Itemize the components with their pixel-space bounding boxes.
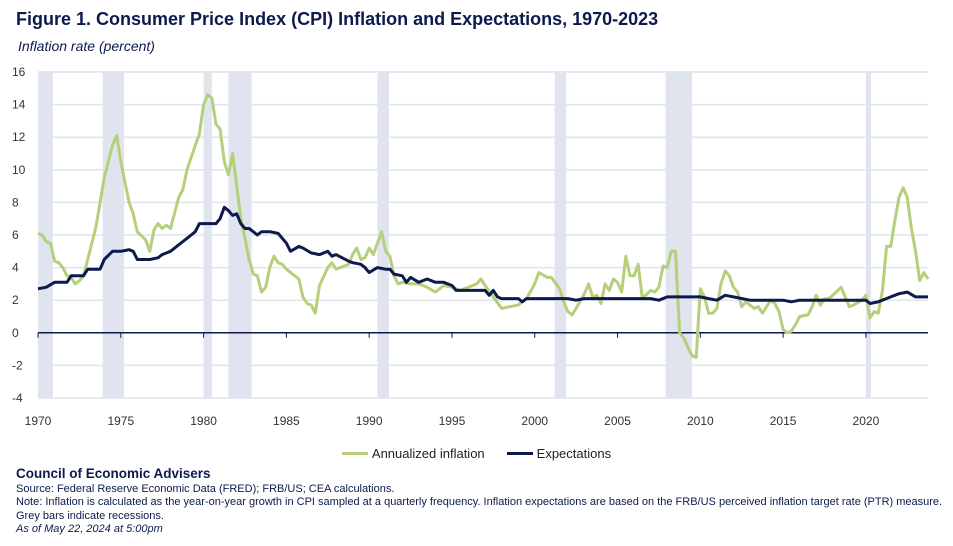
legend-item-inflation: Annualized inflation: [341, 446, 485, 461]
legend: Annualized inflation Expectations: [0, 446, 953, 461]
x-tick-label: 2015: [770, 414, 797, 428]
legend-item-expectations: Expectations: [506, 446, 612, 461]
y-axis-label: Inflation rate (percent): [18, 38, 155, 54]
chart-plot: -4 -2 0 2 4 6 8 10 12 14 16 1970 1975 1980 1985 1990 199…: [12, 65, 930, 428]
y-tick-label: -4: [12, 391, 23, 405]
y-tick-label: 16: [12, 65, 26, 79]
recession-note: Grey bars indicate recessions.: [16, 509, 164, 522]
x-tick-label: 1980: [190, 414, 217, 428]
y-tick-label: 12: [12, 130, 26, 144]
chart-title: Figure 1. Consumer Price Index (CPI) Inf…: [16, 9, 659, 29]
y-tick-label: 2: [12, 293, 19, 307]
y-tick-label: 10: [12, 163, 26, 177]
x-tick-label: 2005: [604, 414, 631, 428]
x-tick-label: 2010: [687, 414, 714, 428]
x-tick-label: 2000: [521, 414, 548, 428]
org-name: Council of Economic Advisers: [16, 466, 211, 481]
y-tick-label: 4: [12, 261, 19, 275]
footer: Council of Economic Advisers Source: Fed…: [16, 467, 942, 537]
x-tick-label: 1970: [25, 414, 52, 428]
y-tick-label: 0: [12, 326, 19, 340]
y-tick-label: -2: [12, 358, 23, 372]
source-note: Source: Federal Reserve Economic Data (F…: [16, 482, 395, 495]
legend-swatch-inflation: [341, 452, 368, 455]
x-tick-label: 2020: [853, 414, 880, 428]
legend-label-expectations: Expectations: [536, 446, 612, 461]
x-tick-label: 1995: [439, 414, 466, 428]
y-tick-label: 8: [12, 195, 19, 209]
legend-label-inflation: Annualized inflation: [371, 446, 485, 461]
y-tick-label: 6: [12, 228, 19, 242]
legend-swatch-expectations: [506, 452, 533, 455]
x-tick-label: 1985: [273, 414, 300, 428]
x-tick-label: 1975: [107, 414, 134, 428]
as-of-date: As of May 22, 2024 at 5:00pm: [16, 523, 163, 536]
y-tick-label: 14: [12, 98, 26, 112]
series-line-expectations: [37, 205, 928, 305]
x-tick-label: 1990: [356, 414, 383, 428]
method-note: Note: Inflation is calculated as the yea…: [16, 496, 943, 509]
series-line-inflation: [37, 93, 930, 359]
